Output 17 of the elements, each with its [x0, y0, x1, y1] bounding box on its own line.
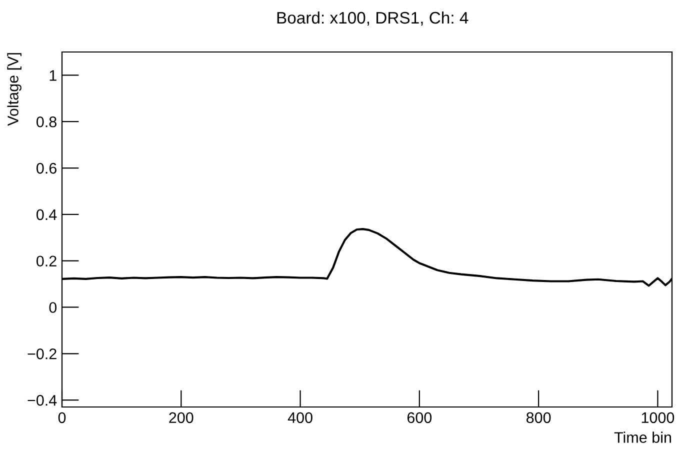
y-tick-label: 0.6: [36, 162, 56, 174]
y-tick-label: 0.4: [36, 209, 57, 220]
y-tick-label: 1: [50, 70, 56, 81]
y-tick-label: 0: [49, 302, 57, 313]
x-tick-label: 600: [407, 412, 432, 424]
x-tick-label: 200: [169, 412, 194, 424]
y-tick-label: 0.8: [36, 116, 56, 128]
x-tick-label: 400: [288, 412, 312, 424]
x-tick-label: 0: [58, 412, 66, 424]
y-tick-label: 0.2: [36, 256, 56, 267]
y-tick-label: −0.4: [28, 394, 57, 406]
x-axis-title: Time bin: [614, 432, 672, 443]
chart-title: Board: x100, DRS1, Ch: 4: [277, 11, 468, 26]
x-tick-label: 800: [526, 412, 551, 424]
x-tick-label: 1000: [642, 412, 674, 424]
y-axis-title: Voltage [V]: [7, 53, 22, 126]
y-tick-label: −0.2: [28, 348, 56, 360]
